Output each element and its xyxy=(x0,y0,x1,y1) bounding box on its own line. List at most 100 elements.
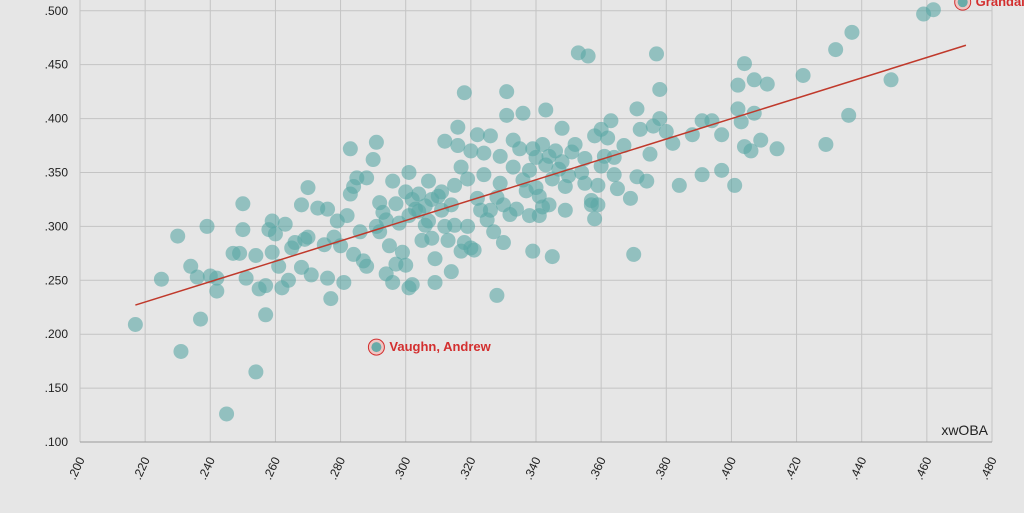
data-point xyxy=(258,307,274,323)
data-point xyxy=(443,197,459,213)
data-point xyxy=(727,177,743,193)
data-point xyxy=(486,224,502,240)
data-point xyxy=(385,274,401,290)
data-point xyxy=(404,277,420,293)
y-tick-label: .450 xyxy=(45,58,69,72)
data-point xyxy=(714,127,730,143)
x-tick-label: .480 xyxy=(977,454,1000,481)
data-point xyxy=(437,133,453,149)
data-point xyxy=(554,120,570,136)
data-point xyxy=(567,136,583,152)
data-point xyxy=(730,101,746,117)
data-point xyxy=(515,105,531,121)
data-point xyxy=(450,119,466,135)
data-point xyxy=(554,154,570,170)
data-point xyxy=(632,121,648,137)
data-point xyxy=(173,343,189,359)
data-point xyxy=(280,272,296,288)
x-tick-label: .280 xyxy=(326,454,349,481)
data-point xyxy=(759,76,775,92)
data-point xyxy=(736,56,752,72)
highlight-label: Grandal, xyxy=(976,0,1024,9)
data-point xyxy=(665,135,681,151)
data-point xyxy=(590,197,606,213)
data-point xyxy=(538,102,554,118)
data-point xyxy=(609,181,625,197)
data-point xyxy=(339,208,355,224)
data-point xyxy=(401,164,417,180)
data-point xyxy=(616,138,632,154)
data-point xyxy=(193,311,209,327)
data-point xyxy=(300,229,316,245)
data-point xyxy=(505,159,521,175)
y-tick-label: .500 xyxy=(45,4,69,18)
x-tick-label: .400 xyxy=(717,454,740,481)
data-point xyxy=(548,143,564,159)
data-point xyxy=(235,196,251,212)
data-point xyxy=(398,257,414,273)
data-point xyxy=(258,278,274,294)
data-point xyxy=(694,167,710,183)
data-point xyxy=(746,72,762,88)
data-point xyxy=(378,212,394,228)
data-point xyxy=(733,114,749,130)
data-point xyxy=(368,134,384,150)
y-tick-label: .200 xyxy=(45,327,69,341)
data-point xyxy=(219,406,235,422)
data-point xyxy=(232,245,248,261)
data-point xyxy=(385,173,401,189)
data-point xyxy=(603,113,619,129)
data-point xyxy=(427,251,443,267)
data-point xyxy=(460,218,476,234)
data-point xyxy=(450,138,466,154)
data-point xyxy=(730,77,746,93)
data-point xyxy=(629,101,645,117)
data-point xyxy=(463,143,479,159)
data-point xyxy=(844,24,860,40)
data-point xyxy=(652,111,668,127)
trend-line-layer xyxy=(135,44,967,306)
data-point xyxy=(320,201,336,217)
data-point xyxy=(841,107,857,123)
highlight-point xyxy=(371,342,382,353)
data-point xyxy=(394,244,410,260)
data-point xyxy=(577,175,593,191)
data-point xyxy=(411,186,427,202)
data-point xyxy=(769,141,785,157)
data-point xyxy=(440,232,456,248)
data-point xyxy=(521,162,537,178)
data-point xyxy=(499,107,515,123)
data-point xyxy=(577,150,593,166)
data-point xyxy=(561,168,577,184)
data-point xyxy=(434,184,450,200)
data-point xyxy=(714,162,730,178)
data-point xyxy=(248,247,264,263)
data-point xyxy=(267,226,283,242)
x-tick-label: .360 xyxy=(586,454,609,481)
data-point xyxy=(388,196,404,212)
x-tick-label: .460 xyxy=(912,454,935,481)
data-point xyxy=(336,274,352,290)
data-point xyxy=(365,152,381,168)
data-point xyxy=(320,270,336,286)
y-tick-label: .150 xyxy=(45,381,69,395)
x-tick-label: .300 xyxy=(391,454,414,481)
data-point xyxy=(492,175,508,191)
x-axis-ticks: .200 .220 .240 .260 .280 .300 .320 .340 .360 .380… xyxy=(65,454,1000,481)
data-point xyxy=(495,235,511,251)
highlighted-points: Grandal, Vaughn, Andrew xyxy=(367,0,1024,356)
x-tick-label: .320 xyxy=(456,454,479,481)
data-point xyxy=(248,364,264,380)
data-point xyxy=(359,170,375,186)
y-tick-label: .350 xyxy=(45,165,69,179)
data-point xyxy=(649,46,665,62)
data-point xyxy=(170,228,186,244)
x-tick-label: .340 xyxy=(521,454,544,481)
data-point xyxy=(512,141,528,157)
data-point xyxy=(622,190,638,206)
data-point xyxy=(639,173,655,189)
data-point xyxy=(499,84,515,100)
data-point xyxy=(600,130,616,146)
x-axis-label: xwOBA xyxy=(941,422,988,438)
